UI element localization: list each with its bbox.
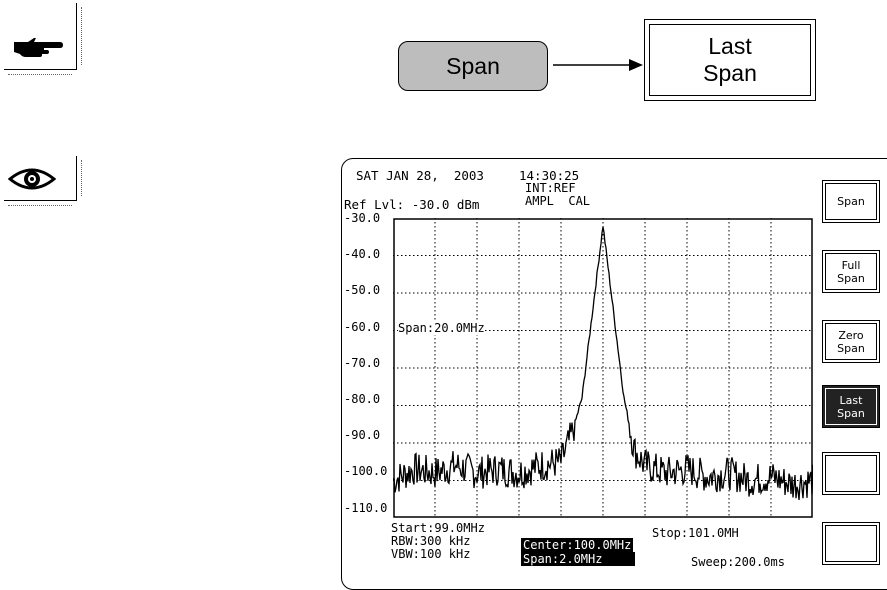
- header-time: 14:30:25: [519, 168, 580, 183]
- last-span-key-line1: Last: [708, 33, 752, 59]
- softkey-label-line1: Span: [837, 195, 865, 208]
- y-axis-tick-label: -90.0: [344, 428, 381, 443]
- y-axis-tick-label: -100.0: [344, 464, 388, 479]
- softkey-full-span[interactable]: Full Span: [822, 250, 880, 293]
- pointing-hand-icon: [14, 38, 63, 57]
- header-date: SAT JAN 28, 2003: [356, 168, 484, 183]
- header-ampl-cal: AMPL CAL: [525, 194, 591, 208]
- softkey-label-line2: Span: [837, 406, 865, 420]
- y-axis-tick-label: -70.0: [344, 355, 381, 370]
- softkey-zero-span[interactable]: Zero Span: [822, 320, 880, 363]
- span-hardkey[interactable]: Span: [398, 41, 548, 91]
- arrow-right-icon: [553, 59, 643, 71]
- last-span-key-line2: Span: [703, 60, 757, 86]
- softkey-last-span[interactable]: Last Span: [822, 385, 880, 428]
- y-axis-tick-label: -50.0: [344, 283, 381, 298]
- footer-vbw: VBW:100 kHz: [391, 547, 471, 561]
- footer-sweep: Sweep:200.0ms: [691, 555, 785, 569]
- softkey-label-line1: Zero: [838, 328, 864, 342]
- spectrum-plot: [393, 218, 813, 518]
- note-box-eye: [4, 156, 82, 206]
- span-hardkey-label: Span: [446, 52, 500, 79]
- footer-center: Center:100.0MHz: [521, 538, 634, 552]
- footer-rbw: RBW:300 kHz: [391, 534, 471, 548]
- softkey-label-line2: Span: [837, 271, 865, 285]
- y-axis-tick-label: -80.0: [344, 392, 381, 406]
- dotted-sideline: [79, 7, 82, 65]
- ref-level: Ref Lvl: -30.0 dBm: [344, 197, 480, 212]
- spectrum-trace: [393, 226, 813, 500]
- footer-start: Start:99.0MHz: [391, 521, 485, 535]
- header-ref-source: INT:REF: [525, 181, 576, 195]
- y-axis-tick-label: -60.0: [344, 319, 381, 334]
- note-box-hand: [4, 3, 82, 75]
- softkey-label-line2: Span: [837, 341, 865, 355]
- dotted-underline: [8, 72, 72, 75]
- softkey-blank-6[interactable]: [822, 522, 880, 565]
- dotted-sideline: [79, 160, 82, 196]
- y-axis-tick-label: -30.0: [344, 211, 381, 225]
- softkey-blank-5[interactable]: [822, 452, 880, 495]
- footer-stop: Stop:101.0MH: [652, 526, 739, 540]
- dotted-underline: [8, 203, 72, 206]
- softkey-span[interactable]: Span: [822, 180, 880, 223]
- eye-icon: [8, 168, 56, 190]
- softkey-label-line1: Last: [839, 393, 863, 407]
- softkey-label-line1: Full: [841, 258, 861, 272]
- y-axis-tick-label: -110.0: [344, 500, 388, 515]
- last-span-softkey-large[interactable]: Last Span: [644, 19, 816, 101]
- footer-span: Span:2.0MHz: [521, 552, 635, 566]
- y-axis-tick-label: -40.0: [344, 247, 381, 262]
- trace-annotation: Span:20.0MHz: [398, 321, 485, 335]
